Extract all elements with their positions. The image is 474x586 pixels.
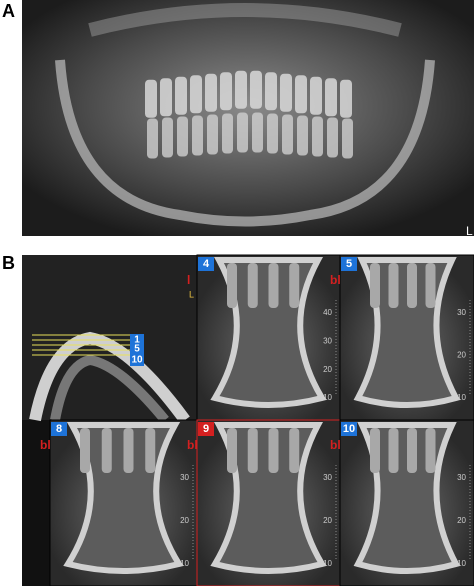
lower-tooth [282, 114, 293, 155]
root [289, 263, 300, 308]
scale-label: 40 [323, 308, 332, 317]
section-badge [341, 257, 357, 271]
section-side: bl [40, 438, 51, 452]
scale-label: 30 [180, 473, 189, 482]
root [388, 428, 399, 473]
lower-tooth [192, 115, 203, 156]
teeth [145, 70, 353, 159]
section-number: 4 [203, 258, 210, 270]
lower-tooth [147, 118, 158, 159]
lower-tooth [297, 115, 308, 156]
section-badge [51, 422, 67, 436]
root [407, 428, 417, 473]
lower-tooth [237, 112, 248, 153]
scale-label: 20 [457, 516, 466, 525]
slice-badge [130, 354, 144, 366]
root [407, 263, 417, 308]
upper-tooth [340, 79, 352, 118]
scale-label: 10 [180, 559, 189, 568]
root [247, 263, 258, 308]
lower-tooth [267, 113, 278, 154]
root [227, 428, 237, 473]
scale-label: 10 [323, 393, 332, 402]
mandible [55, 59, 435, 227]
corner-mark: L [466, 224, 473, 238]
scale-label: 20 [323, 365, 332, 374]
dental-arch-inner [50, 354, 169, 424]
upper-tooth [145, 79, 157, 118]
lower-tooth [207, 114, 218, 155]
coronal-sections: 4lL403020105bl3020108bl3020109bl30201010… [40, 254, 474, 586]
lower-tooth [312, 116, 323, 157]
section-side: bl [187, 438, 198, 452]
root [370, 428, 380, 473]
lower-tooth [327, 117, 338, 158]
root [145, 428, 156, 473]
upper-tooth [265, 72, 277, 111]
root [227, 263, 237, 308]
section-side: bl [330, 273, 341, 287]
root [268, 428, 279, 473]
lower-tooth [222, 113, 233, 154]
scale-label: 20 [323, 516, 332, 525]
upper-tooth [190, 75, 202, 114]
lower-tooth [342, 118, 353, 159]
slice-label: 10 [131, 355, 143, 366]
upper-tooth [280, 73, 292, 112]
section-badge [198, 422, 214, 436]
upper-tooth [235, 70, 247, 109]
root [123, 428, 134, 473]
upper-tooth [205, 73, 217, 112]
section-badge [198, 257, 214, 271]
maxilla [88, 3, 402, 37]
section-badge [341, 422, 357, 436]
root [370, 263, 380, 308]
scale-unit: L [189, 289, 194, 299]
lower-tooth [252, 112, 263, 153]
section-number: 8 [56, 423, 62, 435]
scale-label: 10 [457, 393, 466, 402]
section-number: 5 [346, 258, 352, 270]
scale-label: 30 [457, 308, 466, 317]
dental-arch [29, 331, 190, 424]
scale-label: 30 [323, 473, 332, 482]
root [289, 428, 300, 473]
upper-tooth [220, 72, 232, 111]
root [388, 263, 399, 308]
scale-label: 10 [457, 559, 466, 568]
section-side: l [187, 273, 190, 287]
slice-label: 5 [134, 344, 140, 355]
lower-tooth [177, 116, 188, 157]
section-number: 9 [203, 423, 209, 435]
upper-tooth [325, 78, 337, 117]
scale-label: 20 [180, 516, 189, 525]
root [268, 263, 279, 308]
root [80, 428, 90, 473]
slice-badge [130, 343, 144, 355]
lower-tooth [162, 117, 173, 158]
slice-label: 1 [134, 335, 140, 346]
upper-tooth [310, 76, 322, 115]
upper-tooth [160, 78, 172, 117]
root [425, 428, 436, 473]
upper-tooth [175, 76, 187, 115]
scale-label: 20 [457, 351, 466, 360]
section-number: 10 [343, 423, 355, 435]
scale-label: 30 [323, 336, 332, 345]
root [425, 263, 436, 308]
panel-label: B [2, 253, 15, 273]
scale-label: 10 [323, 559, 332, 568]
section-side: bl [330, 438, 341, 452]
root [101, 428, 112, 473]
root [247, 428, 258, 473]
upper-tooth [250, 70, 262, 109]
upper-tooth [295, 75, 307, 114]
scale-label: 30 [457, 473, 466, 482]
panel-label: A [2, 1, 15, 21]
